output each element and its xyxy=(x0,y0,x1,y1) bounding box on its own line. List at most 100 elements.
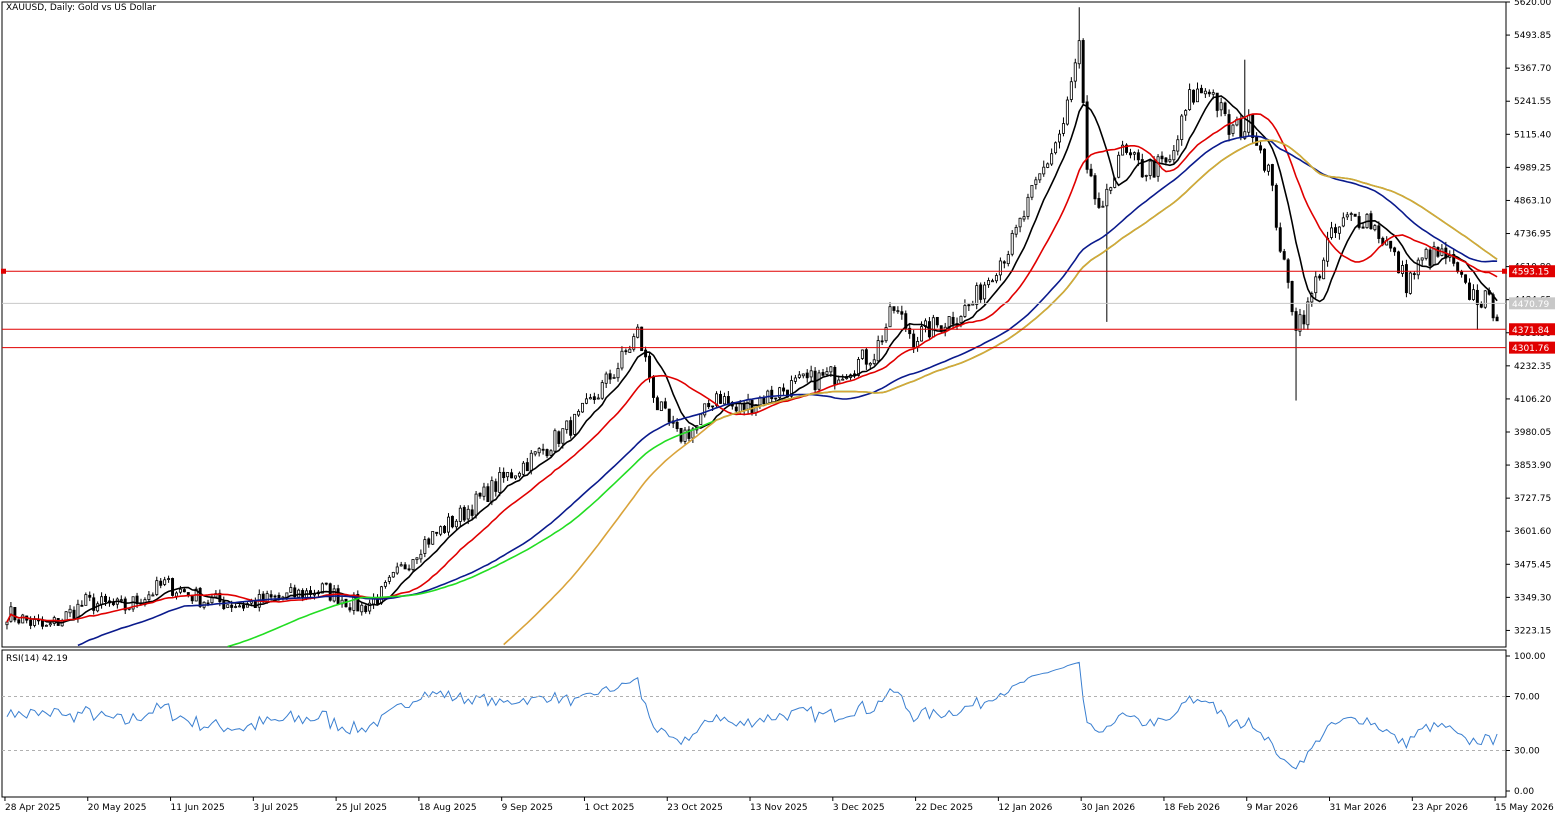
candle-body-down xyxy=(403,564,407,570)
candle xyxy=(860,349,864,360)
candle-body-up xyxy=(1196,88,1199,103)
candle xyxy=(92,593,96,615)
candle-body-up xyxy=(1424,248,1428,259)
candle xyxy=(782,383,786,395)
candle xyxy=(1026,193,1030,220)
candle xyxy=(80,600,84,607)
candle xyxy=(1128,148,1132,159)
candle xyxy=(1483,289,1487,309)
candle xyxy=(581,402,585,413)
candle-body-down xyxy=(774,397,778,400)
candle xyxy=(131,596,135,612)
candle-body-down xyxy=(1192,89,1196,103)
candle xyxy=(210,593,214,606)
candle-body-down xyxy=(88,594,92,598)
candle-body-down xyxy=(427,538,431,545)
candle xyxy=(1089,163,1093,178)
candle-body-down xyxy=(1259,145,1263,151)
candle-body-up xyxy=(399,564,403,567)
candle-body-up xyxy=(577,410,581,416)
time-tick-label: 25 Jul 2025 xyxy=(336,803,387,813)
candle-body-down xyxy=(171,578,175,596)
candle-body-down xyxy=(218,592,222,603)
candle-body-up xyxy=(561,428,565,444)
candle xyxy=(1464,274,1468,285)
candle-body-down xyxy=(1436,247,1440,257)
candle xyxy=(478,492,482,499)
candle-body-up xyxy=(458,507,462,522)
candle-body-down xyxy=(17,619,21,624)
candle-body-down xyxy=(648,355,652,379)
candle xyxy=(1251,114,1255,143)
candle xyxy=(565,420,569,434)
candle-body-up xyxy=(1014,226,1018,235)
candle-body-up xyxy=(876,340,880,362)
candle xyxy=(1314,271,1318,299)
price-tick-label: 4736.95 xyxy=(1514,230,1551,240)
candle xyxy=(1404,259,1408,298)
candle-body-up xyxy=(431,531,435,545)
candle-body-up xyxy=(1330,227,1334,238)
candle xyxy=(651,375,655,403)
candle-body-up xyxy=(738,403,742,412)
candle-body-up xyxy=(1042,166,1046,175)
candle-body-down xyxy=(356,594,360,612)
candle xyxy=(1042,160,1046,177)
candle xyxy=(584,393,588,405)
candle-body-down xyxy=(1456,262,1460,273)
candle xyxy=(1270,163,1274,192)
candle xyxy=(423,536,427,558)
candle xyxy=(289,583,293,593)
time-tick-label: 3 Jul 2025 xyxy=(253,803,298,813)
candle xyxy=(604,371,608,389)
candle-body-down xyxy=(557,431,561,444)
candle-body-down xyxy=(545,449,549,457)
candle xyxy=(1199,84,1203,94)
candle xyxy=(368,599,372,615)
current-price-label: 4470.79 xyxy=(1512,300,1549,310)
price-tick-label: 3601.60 xyxy=(1514,527,1551,537)
candle xyxy=(344,598,348,608)
candle-body-up xyxy=(1117,154,1121,178)
main-plot-frame xyxy=(1,1,1507,648)
candle xyxy=(801,373,805,379)
candle xyxy=(1377,221,1381,244)
candle xyxy=(908,324,912,339)
candle xyxy=(1345,211,1349,221)
candle xyxy=(1416,257,1420,280)
price-tick-label: 4863.10 xyxy=(1514,196,1551,206)
candle-body-down xyxy=(1085,101,1089,170)
candle xyxy=(64,611,68,621)
candle xyxy=(1259,140,1263,154)
candle-body-up xyxy=(565,420,569,430)
candle-body-up xyxy=(699,413,703,425)
time-tick-label: 12 Jan 2026 xyxy=(998,803,1052,813)
candle xyxy=(632,333,636,352)
time-tick-label: 9 Mar 2026 xyxy=(1247,803,1299,813)
candle xyxy=(699,413,703,425)
candle-body-up xyxy=(975,285,979,305)
candle xyxy=(1227,109,1231,142)
candle-body-up xyxy=(636,326,640,338)
time-tick-label: 31 Mar 2026 xyxy=(1330,803,1387,813)
candle-body-down xyxy=(1278,227,1282,252)
candle xyxy=(821,368,825,377)
candle xyxy=(470,504,474,521)
candle-body-up xyxy=(817,372,821,390)
candle-body-down xyxy=(1318,275,1322,279)
candle-body-down xyxy=(269,594,273,598)
candle-body-down xyxy=(880,340,884,343)
candle xyxy=(636,324,640,339)
time-tick-label: 28 Apr 2025 xyxy=(5,803,61,813)
ma-line-gold xyxy=(503,139,1498,646)
candle-body-down xyxy=(1239,118,1243,138)
candle xyxy=(1389,240,1393,252)
candle-body-up xyxy=(884,327,888,342)
candle-body-down xyxy=(1136,152,1140,161)
candle-body-up xyxy=(163,579,167,585)
rsi-tick-label: 100.00 xyxy=(1514,652,1546,662)
candle xyxy=(1290,280,1294,316)
candle xyxy=(951,311,955,330)
